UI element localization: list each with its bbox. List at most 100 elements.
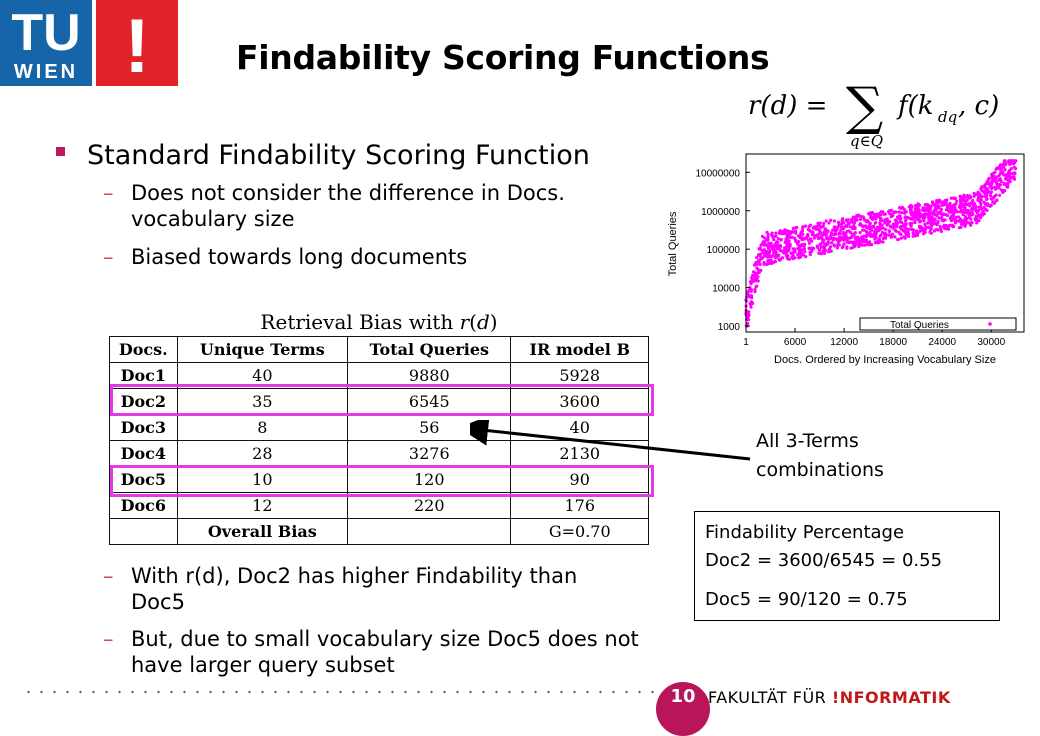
y-tick-label: 1000 — [718, 322, 741, 333]
scatter-point — [907, 227, 911, 231]
scatter-point — [790, 230, 794, 234]
scatter-point — [933, 217, 937, 221]
scatter-point — [990, 172, 994, 177]
sub-bullet-2: – Biased towards long documents — [103, 244, 467, 270]
scatter-point — [902, 235, 906, 239]
scatter-point — [758, 262, 762, 267]
sub-bullet-3: – With r(d), Doc2 has higher Findability… — [103, 563, 577, 615]
scatter-point — [819, 245, 823, 249]
scatter-point — [827, 221, 831, 225]
scatter-point — [908, 221, 912, 226]
scatter-point — [766, 255, 770, 259]
scatter-point — [812, 236, 816, 240]
scatter-point — [794, 226, 798, 230]
dash-icon: – — [103, 181, 114, 205]
scatter-point — [976, 195, 980, 199]
scatter-point — [1012, 175, 1016, 179]
scatter-point — [990, 186, 994, 191]
scatter-point — [992, 194, 996, 199]
scatter-point — [985, 197, 989, 201]
scatter-point — [791, 226, 796, 230]
scatter-point — [890, 213, 895, 217]
scatter-point — [803, 242, 807, 246]
scatter-point — [973, 216, 977, 221]
scatter-point — [816, 221, 820, 225]
scatter-point — [845, 238, 849, 243]
svg-text:, c): , c) — [958, 91, 999, 121]
scatter-point — [765, 230, 769, 234]
scatter-point — [865, 243, 869, 247]
scatter-point — [753, 290, 757, 294]
scatter-point — [889, 208, 893, 212]
scatter-point — [757, 260, 761, 264]
scatter-point — [889, 235, 893, 239]
scatter-point — [973, 207, 977, 211]
scatter-point — [923, 209, 927, 213]
scatter-point — [942, 223, 946, 227]
slide-title: Findability Scoring Functions — [236, 38, 770, 77]
scatter-point — [867, 212, 871, 216]
scatter-point — [919, 229, 923, 233]
scatter-point — [951, 214, 955, 218]
x-tick-label: 1 — [743, 337, 749, 348]
scatter-point — [911, 234, 915, 238]
scatter-point — [897, 230, 901, 234]
scatter-point — [827, 249, 831, 253]
scatter-point — [832, 233, 836, 237]
scatter-point — [829, 218, 833, 222]
scatter-point — [884, 228, 888, 232]
scatter-point — [955, 210, 960, 214]
scatter-point — [782, 246, 787, 250]
logo-mark-text: ! — [124, 4, 149, 86]
table-cell: 6545 — [347, 388, 512, 415]
table-header: Docs. — [109, 336, 178, 363]
scatter-point — [869, 233, 873, 237]
scatter-point — [943, 226, 947, 230]
svg-text:f(k: f(k — [896, 91, 934, 121]
overall-bias-value: G=0.70 — [510, 518, 649, 545]
scatter-point — [897, 210, 901, 214]
sub-bullet-4: – But, due to small vocabulary size Doc5… — [103, 626, 639, 678]
scatter-point — [983, 191, 987, 195]
sub-bullet-1-line2: vocabulary size — [131, 207, 295, 231]
scatter-point — [754, 262, 758, 266]
table-row: Doc5 10 120 90 — [109, 466, 649, 493]
scatter-point — [1014, 167, 1018, 171]
scatter-point — [818, 251, 822, 255]
scatter-point — [762, 248, 766, 252]
sub-bullet-3-line2: Doc5 — [131, 590, 185, 614]
scatter-point — [898, 226, 903, 230]
scatter-point — [938, 225, 942, 229]
scatter-point — [892, 225, 896, 229]
scatter-point — [926, 221, 930, 225]
scatter-point — [895, 224, 899, 229]
scatter-point — [1003, 159, 1007, 163]
svg-text:∑: ∑ — [846, 80, 883, 137]
scatter-point — [976, 190, 980, 194]
scatter-point — [746, 289, 751, 293]
scatter-point — [835, 246, 839, 250]
scatter-point — [766, 235, 770, 239]
y-axis-label: Total Queries — [667, 211, 679, 276]
scatter-point — [881, 226, 885, 230]
scatter-point — [857, 237, 861, 241]
bullet-square-icon — [56, 147, 65, 156]
table-cell: 3600 — [510, 388, 649, 415]
scatter-point — [755, 266, 759, 270]
scatter-point — [787, 239, 791, 243]
scatter-point — [983, 207, 987, 211]
scatter-point — [922, 216, 926, 220]
scatter-point — [914, 208, 918, 212]
scatter-point — [754, 271, 758, 275]
scatter-point — [964, 200, 968, 204]
scatter-point — [762, 236, 766, 240]
scatter-point — [980, 189, 984, 193]
scatter-point — [825, 230, 829, 234]
doc5-highlight — [110, 465, 654, 497]
scatter-point — [945, 213, 950, 218]
scatter-point — [939, 227, 943, 231]
scatter-point — [988, 203, 992, 207]
scatter-point — [905, 215, 910, 219]
scatter-point — [767, 250, 771, 254]
scatter-point — [917, 217, 921, 221]
